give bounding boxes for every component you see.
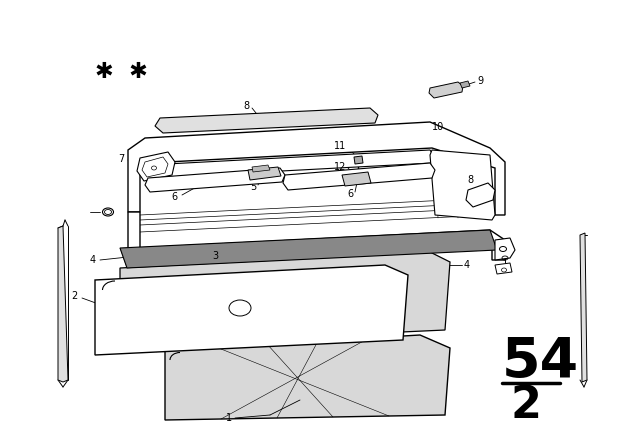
- Text: 8: 8: [467, 175, 473, 185]
- Polygon shape: [252, 165, 270, 172]
- Text: 4: 4: [464, 260, 470, 270]
- Text: 4: 4: [90, 255, 96, 265]
- Text: 2: 2: [72, 291, 78, 301]
- Polygon shape: [120, 252, 450, 345]
- Polygon shape: [354, 156, 363, 164]
- Polygon shape: [283, 163, 435, 190]
- Polygon shape: [580, 233, 587, 382]
- Polygon shape: [495, 238, 515, 260]
- Text: 7: 7: [118, 154, 124, 164]
- Text: 1: 1: [226, 413, 232, 423]
- Polygon shape: [128, 122, 505, 215]
- Polygon shape: [95, 265, 408, 355]
- Polygon shape: [495, 263, 512, 274]
- Text: 6: 6: [172, 192, 178, 202]
- Polygon shape: [460, 81, 470, 88]
- Text: 11: 11: [333, 141, 346, 151]
- Polygon shape: [137, 152, 175, 181]
- Text: 5: 5: [250, 182, 256, 192]
- Polygon shape: [142, 157, 168, 177]
- Polygon shape: [145, 168, 285, 192]
- Text: 8: 8: [244, 101, 250, 111]
- Polygon shape: [145, 150, 435, 178]
- Polygon shape: [120, 230, 497, 268]
- Text: 10: 10: [432, 122, 444, 132]
- Text: 2: 2: [510, 383, 541, 426]
- Text: 9: 9: [477, 76, 483, 86]
- Polygon shape: [128, 212, 505, 265]
- Polygon shape: [165, 335, 450, 420]
- Polygon shape: [466, 183, 495, 207]
- Polygon shape: [155, 108, 378, 133]
- Polygon shape: [58, 226, 68, 382]
- Polygon shape: [342, 172, 371, 186]
- Polygon shape: [430, 150, 495, 220]
- Text: ✱  ✱: ✱ ✱: [95, 62, 148, 82]
- Text: 54: 54: [502, 335, 579, 389]
- Text: 12: 12: [333, 162, 346, 172]
- Polygon shape: [429, 82, 463, 98]
- Text: 6: 6: [347, 189, 353, 199]
- Polygon shape: [248, 167, 281, 180]
- Text: 3: 3: [212, 251, 218, 261]
